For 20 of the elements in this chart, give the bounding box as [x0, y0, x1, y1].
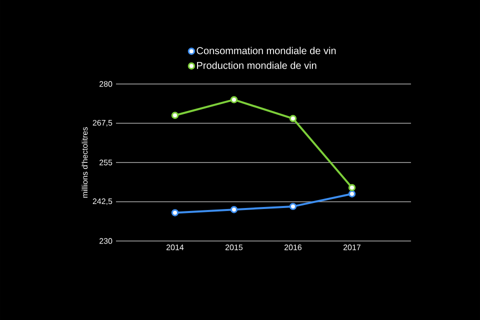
- y-tick-label: 230: [100, 238, 112, 244]
- point: [230, 96, 238, 104]
- legend-label: Consommation mondiale de vin: [196, 46, 336, 54]
- point: [348, 184, 356, 192]
- x-tick-label: 2015: [226, 244, 243, 250]
- y-tick-label: 280: [100, 81, 112, 87]
- point: [171, 209, 179, 216]
- x-tick-label: 2017: [344, 244, 360, 250]
- y-tick-label: 255: [100, 160, 112, 166]
- x-tick-label: 2016: [284, 244, 302, 250]
- x-tick-label: 2014: [166, 244, 184, 250]
- point: [230, 206, 238, 214]
- point: [289, 114, 297, 122]
- legend-label: Production mondiale de vin: [197, 62, 316, 69]
- point: [348, 190, 356, 198]
- y-tick-label: 242,5: [92, 198, 112, 206]
- y-axis-title: millions d'hectolitres: [82, 127, 88, 198]
- y-tick-label: 267,5: [92, 120, 112, 127]
- point: [171, 112, 179, 119]
- point: [289, 202, 297, 210]
